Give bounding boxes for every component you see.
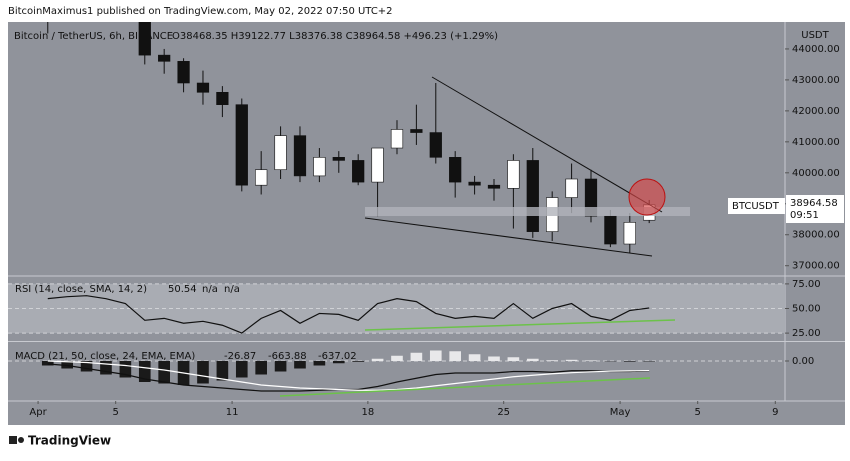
footer-brand: TradingView	[28, 434, 111, 448]
candle-body	[566, 179, 578, 198]
histogram-bar	[624, 361, 636, 362]
symbol-tag-text: BTCUSDT	[732, 201, 780, 212]
highlight-circle	[629, 179, 665, 215]
histogram-bar	[430, 351, 442, 362]
y-tick-label: 75.00	[792, 279, 821, 290]
y-tick-label: 50.00	[792, 304, 821, 315]
logo-mark	[18, 437, 24, 443]
histogram-bar	[391, 356, 403, 361]
candle-body	[527, 160, 539, 231]
histogram-bar	[217, 361, 229, 381]
candle-body	[333, 157, 345, 160]
x-tick-label: Apr	[29, 407, 47, 418]
x-tick-label: 5	[112, 407, 118, 418]
x-tick-label: 11	[226, 407, 239, 418]
histogram-bar	[527, 359, 539, 361]
candle-body	[197, 83, 209, 92]
candle-body	[508, 160, 520, 188]
macd-readout: -663.88	[268, 351, 307, 362]
y-tick-label: 38000.00	[792, 230, 840, 241]
logo-mark	[9, 436, 17, 444]
histogram-bar	[236, 361, 248, 378]
candle-body	[605, 216, 617, 244]
macd-title: MACD (21, 50, close, 24, EMA, EMA)	[15, 351, 195, 362]
histogram-bar	[469, 354, 481, 361]
histogram-bar	[449, 351, 461, 361]
rsi-readout: 50.54	[168, 284, 197, 295]
histogram-bar	[294, 361, 306, 369]
y-tick-label: 25.00	[792, 328, 821, 339]
x-tick-label: 25	[497, 407, 510, 418]
candle-body	[275, 136, 287, 170]
y-tick-label: 44000.00	[792, 44, 840, 55]
candle-body	[294, 136, 306, 176]
candle-body	[469, 182, 481, 185]
histogram-bar	[275, 361, 287, 372]
rsi-title: RSI (14, close, SMA, 14, 2)	[15, 284, 147, 295]
chart-background	[8, 22, 845, 425]
histogram-bar	[546, 360, 558, 361]
candle-body	[449, 157, 461, 182]
candle-body	[624, 222, 636, 244]
histogram-bar	[158, 361, 170, 384]
attribution: BitcoinMaximus1 published on TradingView…	[8, 6, 393, 17]
candle-body	[411, 129, 423, 132]
y-tick-label: 37000.00	[792, 261, 840, 272]
ohlc-readout: O38468.35 H39122.77 L38376.38 C38964.58 …	[172, 31, 498, 42]
histogram-bar	[372, 359, 384, 361]
rsi-readout: n/a	[224, 284, 240, 295]
candle-body	[314, 157, 326, 176]
y-tick-label: 40000.00	[792, 168, 840, 179]
candle-body	[178, 61, 190, 83]
histogram-bar	[197, 361, 209, 384]
histogram-bar	[508, 357, 520, 361]
logo: TradingView	[9, 434, 111, 448]
candle-body	[372, 148, 384, 182]
y-tick-label: 42000.00	[792, 106, 840, 117]
y-tick-label: 41000.00	[792, 137, 840, 148]
candle-body	[255, 170, 267, 185]
currency-label: USDT	[801, 30, 829, 41]
histogram-bar	[411, 353, 423, 361]
candle-body	[391, 129, 403, 148]
rsi-readout: n/a	[202, 284, 218, 295]
candle-body	[430, 133, 442, 158]
x-tick-label: 9	[772, 407, 778, 418]
histogram-bar	[488, 357, 500, 362]
histogram-bar	[566, 360, 578, 361]
x-tick-label: May	[610, 407, 631, 418]
macd-readout: -26.87	[224, 351, 256, 362]
candle-body	[236, 105, 248, 186]
histogram-bar	[585, 360, 597, 361]
macd-readout: -637.02	[318, 351, 357, 362]
candle-body	[352, 160, 364, 182]
histogram-bar	[255, 361, 267, 375]
candle-body	[158, 55, 170, 61]
last-price: 38964.58	[790, 198, 838, 209]
candle-body	[488, 185, 500, 188]
x-tick-label: 5	[695, 407, 701, 418]
y-tick-label: 43000.00	[792, 75, 840, 86]
candle-body	[217, 92, 229, 104]
x-tick-label: 18	[362, 407, 375, 418]
countdown: 09:51	[790, 210, 819, 221]
y-tick-label: 0.00	[792, 356, 814, 367]
